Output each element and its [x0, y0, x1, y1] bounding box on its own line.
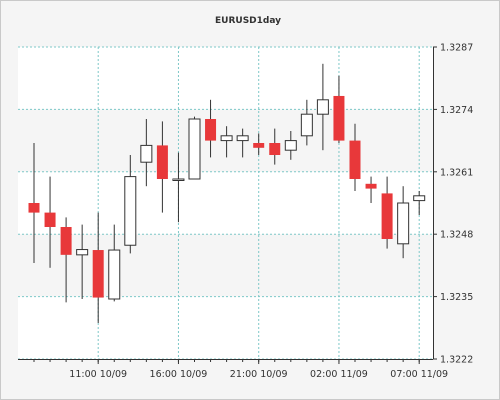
candle-body-bearish — [28, 203, 40, 213]
x-tick-label: 07:00 11/09 — [390, 369, 448, 380]
candle[interactable] — [92, 212, 104, 323]
y-tick-label: 1.3248 — [440, 230, 473, 241]
candle[interactable] — [316, 63, 329, 151]
grid-band — [18, 171, 433, 235]
y-tick-label: 1.3261 — [440, 167, 473, 178]
candle[interactable] — [108, 224, 121, 302]
y-tick-label: 1.3274 — [440, 105, 473, 116]
candle-body-bearish — [205, 119, 217, 141]
candle-body-bullish — [124, 176, 137, 246]
candle[interactable] — [413, 191, 426, 215]
candle-body-bullish — [397, 202, 410, 245]
candle[interactable] — [140, 119, 153, 187]
candle[interactable] — [28, 143, 40, 263]
y-tick-label: 1.3222 — [440, 355, 473, 366]
candle-body-bearish — [365, 183, 377, 189]
candle-body-bullish — [220, 135, 233, 142]
candle-body-bullish — [316, 99, 329, 115]
candle[interactable] — [156, 121, 168, 213]
candle[interactable] — [124, 155, 137, 254]
grid-band — [18, 47, 433, 110]
grid-band — [18, 296, 433, 359]
candle[interactable] — [205, 99, 217, 158]
candle-body-bullish — [300, 113, 313, 137]
candle-body-bearish — [60, 227, 72, 255]
candle[interactable] — [188, 116, 201, 180]
candle[interactable] — [76, 224, 89, 299]
candle[interactable] — [397, 186, 410, 259]
candle[interactable] — [269, 128, 281, 165]
candle-body-bearish — [156, 145, 168, 179]
candle-body-bullish — [188, 118, 201, 180]
candle[interactable] — [381, 176, 393, 249]
candle[interactable] — [349, 123, 361, 191]
candle-body-bullish — [413, 195, 426, 202]
candle[interactable] — [284, 131, 297, 160]
candle[interactable] — [220, 126, 233, 158]
candle-body-bullish — [236, 135, 249, 142]
candle-body-bullish — [108, 249, 121, 300]
y-tick-label: 1.3287 — [440, 43, 473, 54]
candle-body-bearish — [333, 95, 345, 141]
candle-body-bearish — [253, 143, 265, 148]
candle-body-bearish — [269, 143, 281, 155]
candle-body-bearish — [381, 193, 393, 239]
y-tick-label: 1.3235 — [440, 292, 473, 303]
candle-body-bearish — [92, 250, 104, 298]
candle-body-bullish — [284, 140, 297, 151]
candle-body-bearish — [44, 212, 56, 227]
candle-body-bullish — [76, 249, 89, 256]
chart-title: EURUSD1day — [215, 16, 281, 26]
candle[interactable] — [253, 133, 265, 155]
candle-body-bearish — [349, 140, 361, 179]
candle-body-bullish — [140, 144, 153, 163]
candle[interactable] — [300, 99, 313, 146]
candle[interactable] — [365, 176, 377, 203]
candle[interactable] — [44, 176, 56, 268]
candle[interactable] — [333, 75, 345, 143]
x-tick-label: 16:00 10/09 — [150, 369, 208, 380]
candle[interactable] — [60, 217, 72, 303]
candle-body-bullish — [172, 178, 185, 181]
x-tick-label: 11:00 10/09 — [69, 369, 127, 380]
x-tick-label: 21:00 10/09 — [230, 369, 288, 380]
candle[interactable] — [172, 152, 185, 223]
x-tick-label: 02:00 11/09 — [310, 369, 368, 380]
candle[interactable] — [236, 128, 249, 158]
